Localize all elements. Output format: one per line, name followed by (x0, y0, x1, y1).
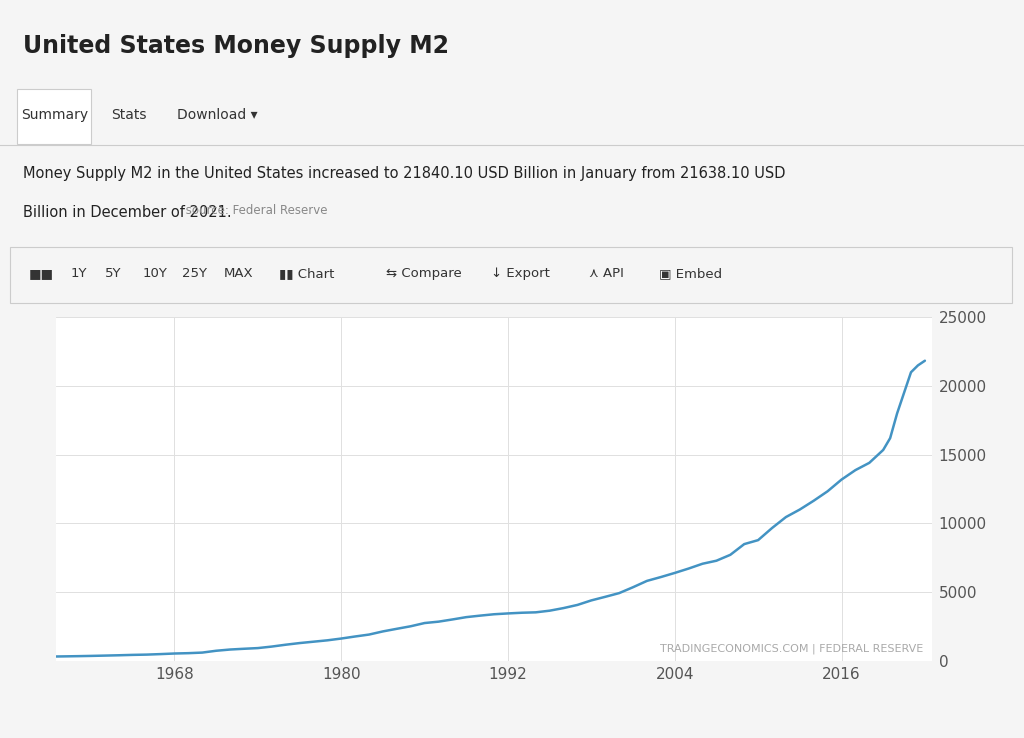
Text: ▣ Embed: ▣ Embed (659, 267, 722, 280)
Text: United States Money Supply M2: United States Money Supply M2 (23, 34, 449, 58)
Text: source: Federal Reserve: source: Federal Reserve (182, 204, 328, 217)
Text: ⋏ API: ⋏ API (589, 267, 624, 280)
Text: MAX: MAX (223, 267, 253, 280)
Text: Summary: Summary (20, 108, 88, 122)
Text: Money Supply M2 in the United States increased to 21840.10 USD Billion in Januar: Money Supply M2 in the United States inc… (23, 166, 785, 181)
Text: ↓ Export: ↓ Export (490, 267, 550, 280)
Text: ■■: ■■ (29, 267, 53, 280)
Text: TRADINGECONOMICS.COM | FEDERAL RESERVE: TRADINGECONOMICS.COM | FEDERAL RESERVE (659, 643, 923, 654)
FancyBboxPatch shape (10, 246, 1012, 303)
Text: 5Y: 5Y (105, 267, 122, 280)
Text: ⇆ Compare: ⇆ Compare (386, 267, 462, 280)
Text: Stats: Stats (112, 108, 146, 122)
Text: 10Y: 10Y (142, 267, 167, 280)
Text: Download ▾: Download ▾ (177, 108, 258, 122)
Text: Billion in December of 2021.: Billion in December of 2021. (23, 204, 231, 220)
Text: 25Y: 25Y (182, 267, 208, 280)
Text: ▮▮ Chart: ▮▮ Chart (279, 267, 334, 280)
Text: 1Y: 1Y (71, 267, 87, 280)
FancyBboxPatch shape (17, 89, 91, 144)
